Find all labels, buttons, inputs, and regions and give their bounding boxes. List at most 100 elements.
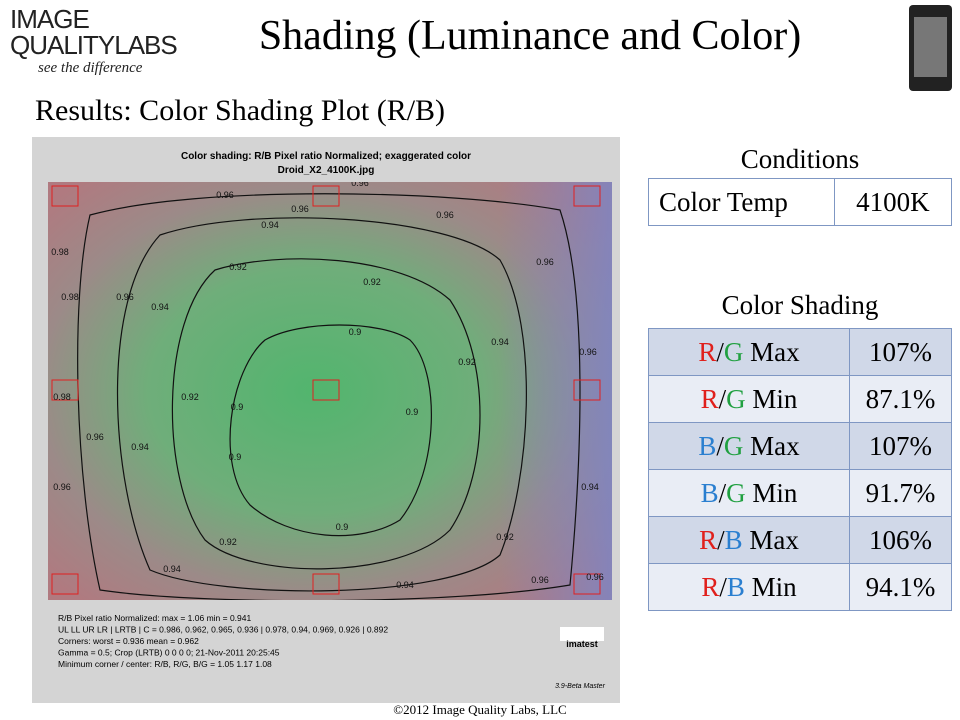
- table-row: R/G Min 87.1%: [648, 375, 952, 423]
- plot-note: R/B Pixel ratio Normalized: max = 1.06 m…: [58, 613, 251, 623]
- roi-box: [51, 573, 79, 595]
- ratio-numerator: R: [698, 336, 717, 367]
- section-title: Color Shading: [721, 290, 879, 320]
- contour-label: 0.92: [219, 537, 237, 547]
- contour-label: 0.94: [396, 580, 414, 590]
- ratio-separator: /: [718, 383, 727, 414]
- table-cell: R/B Max: [648, 516, 850, 564]
- contour-label: 0.92: [229, 262, 247, 272]
- contour-label: 0.96: [86, 432, 104, 442]
- contour-label: 0.96: [579, 347, 597, 357]
- contour-label: 0.92: [181, 392, 199, 402]
- contour-label: 0.96: [216, 190, 234, 200]
- contour-label: 0.98: [51, 247, 69, 257]
- slide-subtitle: Results: Color Shading Plot (R/B): [35, 94, 446, 127]
- phone-screen: [914, 17, 947, 77]
- roi-box: [312, 185, 340, 207]
- brand-logo: [560, 627, 604, 641]
- contour-label: 0.96: [436, 210, 454, 220]
- plot-note: Minimum corner / center: R/B, R/G, B/G =…: [58, 659, 272, 669]
- contour-label: 0.98: [61, 292, 79, 302]
- ratio-denominator: G: [723, 430, 744, 461]
- table-cell: B/G Max: [648, 422, 850, 470]
- version: 3.9-Beta Master: [555, 683, 605, 690]
- contour: [116, 217, 527, 592]
- statistic: Min: [752, 477, 798, 508]
- statistic: Min: [751, 571, 797, 602]
- contour-label: 0.96: [536, 257, 554, 267]
- contour-label: 0.96: [291, 204, 309, 214]
- heatmap: 0.96 0.96 0.96 0.96 0.94 0.98 0.98 0.96 0.94 0.92…: [48, 178, 612, 600]
- plot-title: Color shading: R/B Pixel ratio Normalize…: [181, 151, 471, 162]
- table-cell: 94.1%: [849, 563, 952, 611]
- table-row: Color Temp 4100K: [648, 178, 953, 226]
- slide-title: Shading (Luminance and Color): [258, 13, 802, 59]
- heat-fill: [48, 182, 612, 600]
- statistic: Min: [752, 383, 798, 414]
- ratio-denominator: G: [726, 477, 746, 508]
- contours: [51, 185, 601, 600]
- contour-label: 0.94: [581, 482, 599, 492]
- table-row: B/G Min 91.7%: [648, 469, 952, 517]
- color-shading-table: R/G Max 107% R/G Min 87.1% B/G Max 107% B/G Mi…: [648, 328, 952, 611]
- table-cell: 91.7%: [849, 469, 952, 517]
- ratio-denominator: B: [724, 524, 743, 555]
- contour-label: 0.96: [116, 292, 134, 302]
- table-cell: R/G Max: [648, 328, 850, 376]
- roi-box: [573, 573, 601, 595]
- statistic: Max: [750, 336, 800, 367]
- statistic: Max: [749, 524, 799, 555]
- table-row: B/G Max 107%: [648, 422, 952, 470]
- roi-box: [312, 379, 340, 401]
- table-cell: 4100K: [833, 178, 953, 226]
- table-cell: 107%: [849, 328, 952, 376]
- plot-note: Corners: worst = 0.936 mean = 0.962: [58, 636, 199, 646]
- contour-label: 0.94: [491, 337, 509, 347]
- phone-image: [909, 5, 952, 91]
- table-cell: R/G Min: [648, 375, 850, 423]
- statistic: Max: [750, 430, 800, 461]
- conditions-table: Color Temp 4100K: [648, 178, 953, 226]
- roi-box: [573, 185, 601, 207]
- ratio-numerator: R: [699, 524, 718, 555]
- contour-label: 0.94: [131, 442, 149, 452]
- table-cell: 106%: [849, 516, 952, 564]
- brand: imatest: [566, 639, 598, 649]
- footer: ©2012 Image Quality Labs, LLC: [393, 702, 567, 717]
- roi-box: [312, 573, 340, 595]
- contour-label: 0.92: [496, 532, 514, 542]
- ratio-separator: /: [717, 524, 725, 555]
- ratio-denominator: G: [723, 336, 744, 367]
- plot-note: Gamma = 0.5; Crop (LRTB) 0 0 0 0; 21-Nov…: [58, 648, 280, 658]
- plot-note: UL LL UR LR | LRTB | C = 0.986, 0.962, 0…: [58, 625, 388, 635]
- contour: [229, 324, 432, 537]
- roi-box: [51, 379, 79, 401]
- contour-label: 0.9: [406, 407, 419, 417]
- ratio-separator: /: [716, 336, 724, 367]
- ratio-denominator: G: [726, 383, 746, 414]
- contour-label: 0.94: [163, 564, 181, 574]
- contour-label: 0.96: [351, 178, 369, 188]
- contour-label: 0.94: [151, 302, 169, 312]
- table-row: R/G Max 107%: [648, 328, 952, 376]
- roi-box: [51, 185, 79, 207]
- table-cell: 107%: [849, 422, 952, 470]
- table-cell: 87.1%: [849, 375, 952, 423]
- ratio-numerator: R: [701, 571, 720, 602]
- contour-label: 0.9: [229, 452, 242, 462]
- contour-label: 0.98: [53, 392, 71, 402]
- logo-tagline: see the difference: [38, 60, 143, 76]
- table-cell: Color Temp: [648, 178, 835, 226]
- contour-label: 0.96: [531, 575, 549, 585]
- contour-label: 0.92: [458, 357, 476, 367]
- contour-label: 0.96: [586, 572, 604, 582]
- contour: [171, 258, 481, 570]
- contour-label: 0.9: [349, 327, 362, 337]
- contour-label: 0.9: [231, 402, 244, 412]
- logo-text: IMAGE: [10, 4, 90, 34]
- logo-text: QUALITYLABS: [10, 30, 178, 60]
- table-cell: R/B Min: [648, 563, 850, 611]
- plot-filename: Droid_X2_4100K.jpg: [278, 165, 375, 176]
- contour-label: 0.92: [363, 277, 381, 287]
